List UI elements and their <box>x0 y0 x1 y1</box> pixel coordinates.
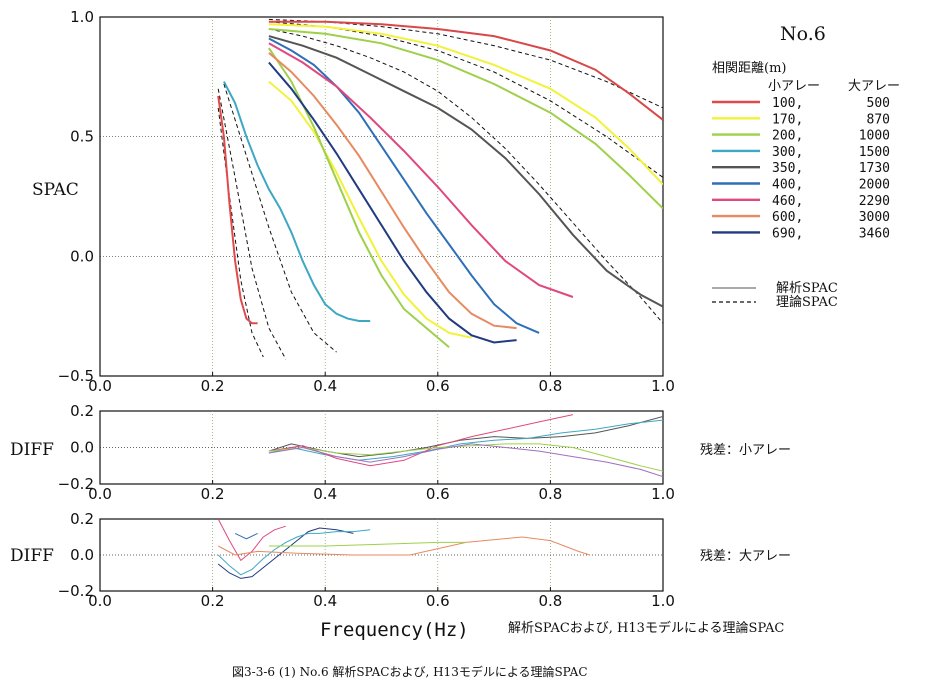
x-axis-label: Frequency(Hz) <box>320 619 469 641</box>
diff-large-xtick-label: 0.4 <box>313 592 337 610</box>
legend-entry-small: 690, <box>772 226 803 241</box>
legend-entry-large: 3000 <box>859 210 890 225</box>
spac-series-line <box>268 42 574 298</box>
legend: 相関距離(m) 小アレー 大アレー 100, 500 170, 870 200, 1000… <box>712 61 900 310</box>
spac-series-line <box>268 35 663 308</box>
legend-entry-small: 200, <box>772 129 803 144</box>
diff-small-ylabel: DIFF <box>10 440 54 460</box>
diff-large-ylabel: DIFF <box>10 546 54 566</box>
figure-caption: 図3-3-6 (1) No.6 解析SPACおよび, H13モデルによる理論SP… <box>232 664 588 679</box>
main-caption: 解析SPACおよび, H13モデルによる理論SPAC <box>508 620 784 636</box>
diff-small-series-line <box>268 443 663 478</box>
spac-ylabel: SPAC <box>32 180 79 200</box>
spac-xtick-label: 0.0 <box>88 377 112 395</box>
diff-small-xtick-label: 0.6 <box>426 485 450 503</box>
legend-entry-small: 400, <box>772 178 803 193</box>
spac-series-line <box>268 23 663 186</box>
legend-entry-large: 1000 <box>859 129 890 144</box>
legend-entry-small: 350, <box>772 161 803 176</box>
diff-large-series-line <box>217 536 590 556</box>
panel-title: No.6 <box>780 23 826 45</box>
spac-series-line <box>268 20 663 121</box>
spac-series-line <box>268 52 517 330</box>
diff-small-ytick-label: 0.0 <box>70 439 94 457</box>
diff-small-ytick-label: −0.2 <box>58 475 94 493</box>
spac-theory-line <box>268 28 663 324</box>
diff-small-series-line <box>268 416 663 458</box>
diff-large-series-line <box>217 527 354 579</box>
spac-series-line <box>268 61 517 344</box>
diff-small-xtick-label: 0.4 <box>313 485 337 503</box>
spac-theory-line <box>268 21 663 178</box>
spac-series-line <box>268 80 472 339</box>
spac-xtick-label: 0.8 <box>538 377 562 395</box>
diff-small-series-line <box>268 414 574 467</box>
legend-entry-small: 300, <box>772 145 803 160</box>
diff-small-xtick-label: 0.0 <box>88 485 112 503</box>
diff-large-series-line <box>234 532 258 540</box>
spac-xtick-label: 0.2 <box>201 377 225 395</box>
diff-large-ytick-label: 0.0 <box>70 546 94 564</box>
diff-small-xtick-label: 0.8 <box>538 485 562 503</box>
diff-large-ytick-label: −0.2 <box>58 582 94 600</box>
diff-large-xtick-label: 0.2 <box>201 592 225 610</box>
spac-ytick-label: 0.0 <box>70 247 94 265</box>
diff-small-series-line <box>268 443 663 472</box>
legend-small-header: 小アレー <box>768 79 820 94</box>
diff-large-series-line <box>217 529 371 576</box>
legend-entry-large: 2290 <box>859 194 890 209</box>
diff-large-xtick-label: 0.0 <box>88 592 112 610</box>
spac-xtick-label: 0.6 <box>426 377 450 395</box>
spac-ytick-label: 1.0 <box>70 8 94 26</box>
spac-series-line <box>268 47 450 349</box>
legend-entry-small: 460, <box>772 194 803 209</box>
spac-ytick-label: 0.5 <box>70 128 94 146</box>
diff-small-xtick-label: 1.0 <box>651 485 675 503</box>
legend-entry-large: 1500 <box>859 145 890 160</box>
legend-entry-large: 1730 <box>859 161 890 176</box>
diff-large-xtick-label: 0.8 <box>538 592 562 610</box>
diff-large-label: 残差：大アレー <box>700 549 791 564</box>
diff-small-ytick-label: 0.2 <box>70 402 94 420</box>
spac-series-line <box>223 81 371 322</box>
legend-large-header: 大アレー <box>848 79 900 94</box>
legend-entry-large: 3460 <box>859 226 890 241</box>
legend-analysis-label: 解析SPAC <box>776 281 838 296</box>
legend-entry-large: 870 <box>867 112 890 127</box>
diff-small-xtick-label: 0.2 <box>201 485 225 503</box>
legend-theory-label: 理論SPAC <box>776 294 838 310</box>
spac-ytick-label: −0.5 <box>58 367 94 385</box>
diff-small-label: 残差：小アレー <box>700 443 791 458</box>
spac-theory-line <box>223 83 337 353</box>
legend-entry-small: 170, <box>772 112 803 127</box>
diff-large-series-line <box>268 541 466 547</box>
spac-series-line <box>217 95 258 325</box>
legend-entry-small: 100, <box>772 96 803 111</box>
spac-series-line <box>268 28 663 210</box>
legend-title: 相関距離(m) <box>712 61 786 76</box>
spac-xtick-label: 0.4 <box>313 377 337 395</box>
diff-large-xtick-label: 1.0 <box>651 592 675 610</box>
legend-entry-large: 2000 <box>859 178 890 193</box>
spac-xtick-label: 1.0 <box>651 377 675 395</box>
diff-large-ytick-label: 0.2 <box>70 510 94 528</box>
diff-large-xtick-label: 0.6 <box>426 592 450 610</box>
diff-small-series-line <box>268 419 663 461</box>
legend-entry-small: 600, <box>772 210 803 225</box>
spac-theory-line <box>217 88 287 360</box>
diff-large-series-line <box>217 519 286 562</box>
spac-frame <box>99 16 664 377</box>
spac-series-line <box>268 37 540 334</box>
legend-entry-large: 500 <box>867 96 890 111</box>
